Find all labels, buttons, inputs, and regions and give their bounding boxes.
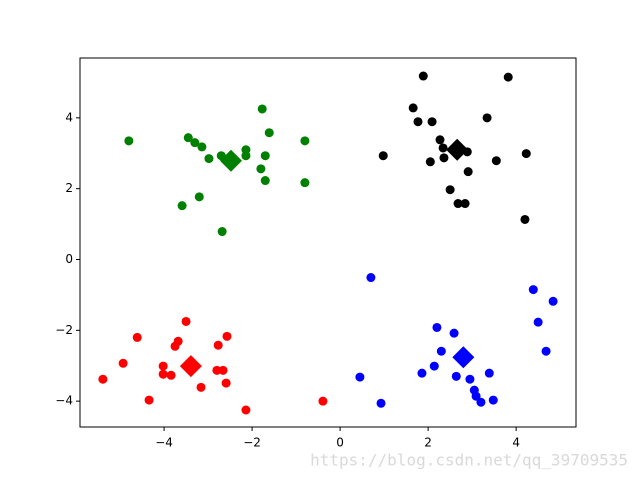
- point: [222, 331, 232, 341]
- point: [445, 185, 455, 195]
- y-tick-label: 4: [65, 110, 73, 124]
- point: [221, 378, 231, 388]
- point: [449, 328, 459, 338]
- point: [482, 113, 492, 123]
- point: [264, 128, 274, 138]
- x-tick-label: −2: [243, 436, 261, 450]
- point: [548, 296, 558, 306]
- y-tick-label: 2: [65, 181, 73, 195]
- point: [488, 395, 498, 405]
- y-tick-label: 0: [65, 252, 73, 266]
- point: [366, 273, 376, 283]
- point: [435, 135, 445, 145]
- point: [217, 227, 227, 237]
- x-tick-label: 0: [336, 436, 344, 450]
- point: [408, 103, 418, 113]
- point: [503, 72, 513, 82]
- point: [158, 361, 168, 371]
- point: [196, 382, 206, 392]
- point: [241, 405, 251, 415]
- point: [183, 133, 193, 143]
- point: [427, 117, 437, 127]
- point: [460, 199, 470, 209]
- point: [436, 346, 446, 356]
- centroid: [446, 138, 469, 161]
- point: [177, 201, 187, 211]
- centroid: [219, 149, 242, 172]
- point: [181, 316, 191, 326]
- point: [438, 143, 448, 153]
- point: [451, 371, 461, 381]
- point: [318, 396, 328, 406]
- point: [124, 136, 134, 146]
- point: [194, 192, 204, 202]
- point: [521, 149, 531, 159]
- point: [170, 341, 180, 351]
- point: [520, 214, 530, 224]
- point: [432, 322, 442, 332]
- point: [476, 397, 486, 407]
- point: [166, 370, 176, 380]
- point: [158, 369, 168, 379]
- point: [453, 199, 463, 209]
- point: [533, 317, 543, 327]
- centroid: [179, 355, 202, 378]
- point: [429, 361, 439, 371]
- point: [260, 151, 270, 161]
- point: [257, 104, 267, 114]
- point: [144, 395, 154, 405]
- point: [376, 398, 386, 408]
- point: [300, 178, 310, 188]
- point: [300, 136, 310, 146]
- point: [413, 117, 423, 127]
- x-tick-label: −4: [155, 436, 173, 450]
- point: [425, 157, 435, 167]
- centroid: [452, 346, 475, 369]
- point: [491, 156, 501, 166]
- point: [213, 340, 223, 350]
- x-tick-label: 2: [424, 436, 432, 450]
- watermark: https://blog.csdn.net/qq_39709535: [310, 451, 628, 470]
- point: [190, 138, 200, 148]
- point: [463, 167, 473, 177]
- point: [484, 368, 494, 378]
- plot-frame: [79, 57, 577, 428]
- point: [197, 142, 207, 152]
- point: [378, 151, 388, 161]
- point: [541, 346, 551, 356]
- point: [212, 365, 222, 375]
- point: [256, 164, 266, 174]
- point: [528, 285, 538, 295]
- point: [98, 374, 108, 384]
- point: [355, 372, 365, 382]
- point: [439, 153, 449, 163]
- point: [418, 71, 428, 81]
- x-tick-label: 4: [512, 436, 520, 450]
- point: [417, 368, 427, 378]
- point: [204, 154, 214, 164]
- point: [118, 358, 128, 368]
- point: [218, 365, 228, 375]
- point: [465, 374, 475, 384]
- point: [132, 332, 142, 342]
- point: [260, 176, 270, 186]
- y-tick-label: −4: [55, 394, 73, 408]
- point: [241, 151, 251, 161]
- y-tick-label: −2: [55, 323, 73, 337]
- point: [471, 391, 481, 401]
